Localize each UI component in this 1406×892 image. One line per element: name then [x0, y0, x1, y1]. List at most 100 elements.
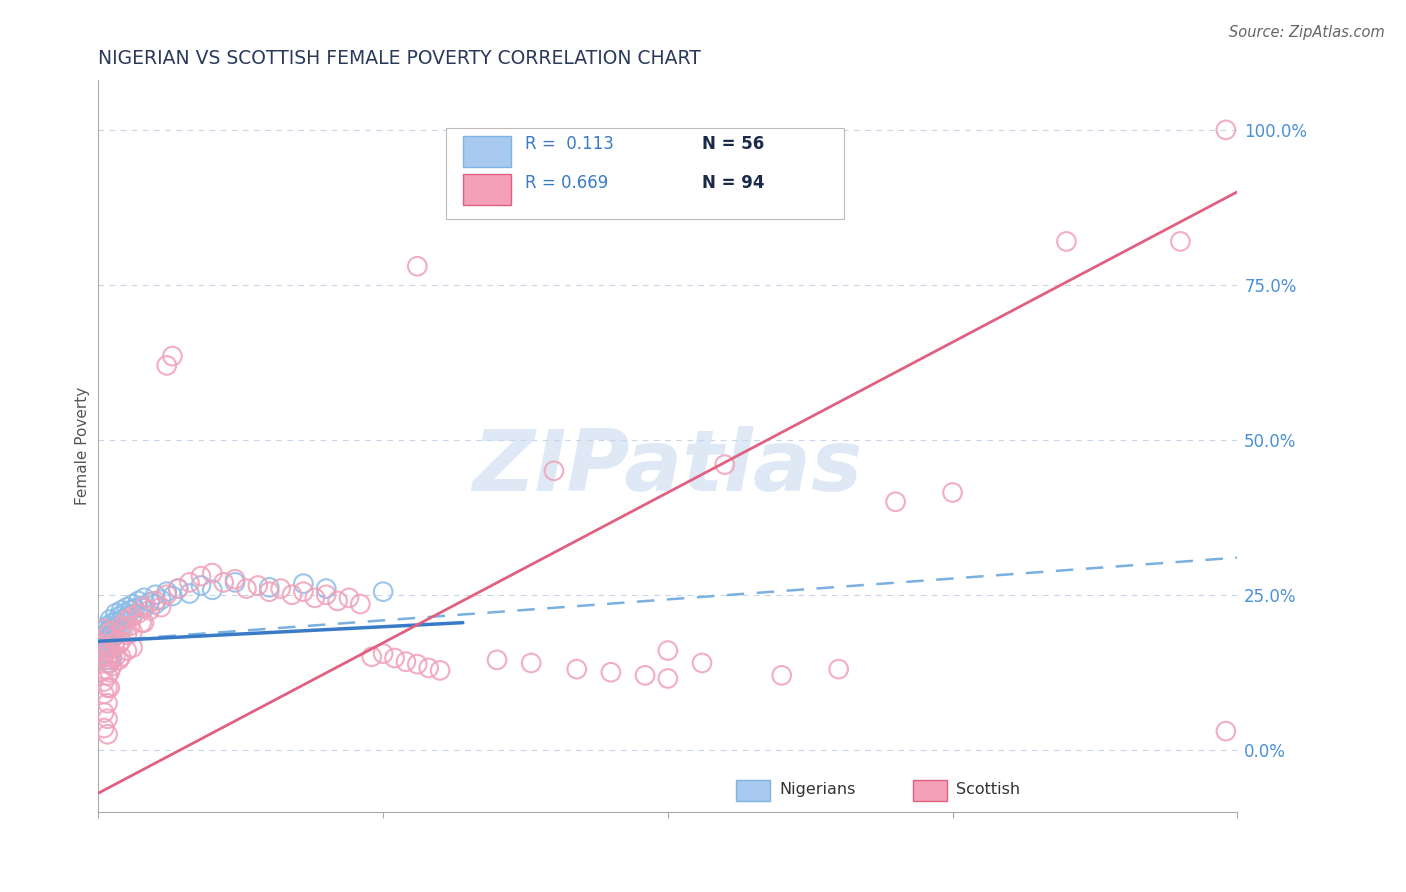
Point [112, 622, 135, 636]
Text: R = 0.669: R = 0.669 [526, 174, 609, 192]
Point [179, 575, 201, 590]
Point [93, 649, 115, 664]
Point [406, 259, 429, 273]
Point [326, 594, 349, 608]
Point [360, 649, 382, 664]
Point [634, 668, 657, 682]
FancyBboxPatch shape [446, 128, 845, 219]
Point [124, 601, 146, 615]
Point [201, 566, 224, 580]
Point [93, 634, 115, 648]
Point [121, 609, 143, 624]
Point [121, 624, 143, 639]
FancyBboxPatch shape [737, 780, 770, 801]
Point [384, 651, 406, 665]
Point [96, 653, 118, 667]
Point [600, 665, 623, 680]
Point [104, 649, 127, 664]
Point [96, 619, 118, 633]
Point [162, 589, 184, 603]
Text: Nigerians: Nigerians [779, 782, 856, 797]
Point [167, 582, 190, 596]
Point [115, 628, 138, 642]
Point [138, 603, 160, 617]
Point [98, 640, 121, 655]
Point [270, 582, 292, 596]
Point [315, 582, 337, 596]
Point [657, 643, 679, 657]
Point [190, 569, 212, 583]
Point [93, 662, 115, 676]
Point [201, 582, 224, 597]
Point [98, 665, 121, 680]
Point [131, 615, 153, 630]
Point [132, 600, 155, 615]
FancyBboxPatch shape [463, 136, 510, 167]
Point [98, 647, 121, 661]
Y-axis label: Female Poverty: Female Poverty [75, 387, 90, 505]
Point [98, 656, 121, 670]
Point [235, 582, 257, 596]
Point [418, 661, 440, 675]
Point [96, 624, 118, 639]
Point [1054, 235, 1078, 249]
Point [98, 640, 121, 655]
Point [93, 674, 115, 689]
Point [156, 359, 179, 373]
Point [96, 637, 118, 651]
Point [246, 578, 269, 592]
Point [292, 584, 315, 599]
Point [121, 640, 143, 655]
Point [132, 601, 155, 615]
Point [337, 591, 360, 605]
Point [315, 588, 337, 602]
Text: N = 56: N = 56 [702, 135, 765, 153]
Point [1215, 123, 1237, 137]
Point [110, 649, 132, 664]
Text: NIGERIAN VS SCOTTISH FEMALE POVERTY CORRELATION CHART: NIGERIAN VS SCOTTISH FEMALE POVERTY CORR… [98, 48, 702, 68]
FancyBboxPatch shape [912, 780, 946, 801]
Point [115, 609, 138, 624]
Point [101, 615, 124, 630]
Point [98, 613, 121, 627]
Point [101, 628, 124, 642]
Point [96, 668, 118, 682]
Point [110, 613, 132, 627]
Point [121, 607, 143, 622]
Point [98, 681, 121, 695]
Point [104, 628, 127, 642]
Point [1170, 235, 1192, 249]
Point [104, 634, 127, 648]
Point [108, 637, 131, 651]
Point [224, 575, 246, 590]
Point [127, 594, 149, 608]
Point [150, 592, 173, 607]
Text: ZIPatlas: ZIPatlas [472, 426, 863, 509]
Point [131, 599, 153, 613]
Point [96, 712, 118, 726]
Point [101, 651, 124, 665]
Point [101, 622, 124, 636]
Point [543, 464, 565, 478]
Point [96, 631, 118, 645]
Point [132, 591, 155, 605]
Point [98, 628, 121, 642]
Point [162, 349, 184, 363]
Point [115, 600, 138, 615]
Point [395, 655, 418, 669]
Text: N = 94: N = 94 [702, 174, 765, 192]
Point [565, 662, 588, 676]
Point [93, 687, 115, 701]
Point [98, 622, 121, 636]
Point [104, 622, 127, 636]
Point [93, 647, 115, 661]
Point [96, 681, 118, 695]
Point [132, 615, 155, 630]
Point [101, 647, 124, 661]
Point [304, 591, 326, 605]
Point [96, 628, 118, 642]
Point [104, 615, 127, 630]
Point [101, 659, 124, 673]
Point [167, 582, 190, 596]
Point [259, 580, 281, 594]
